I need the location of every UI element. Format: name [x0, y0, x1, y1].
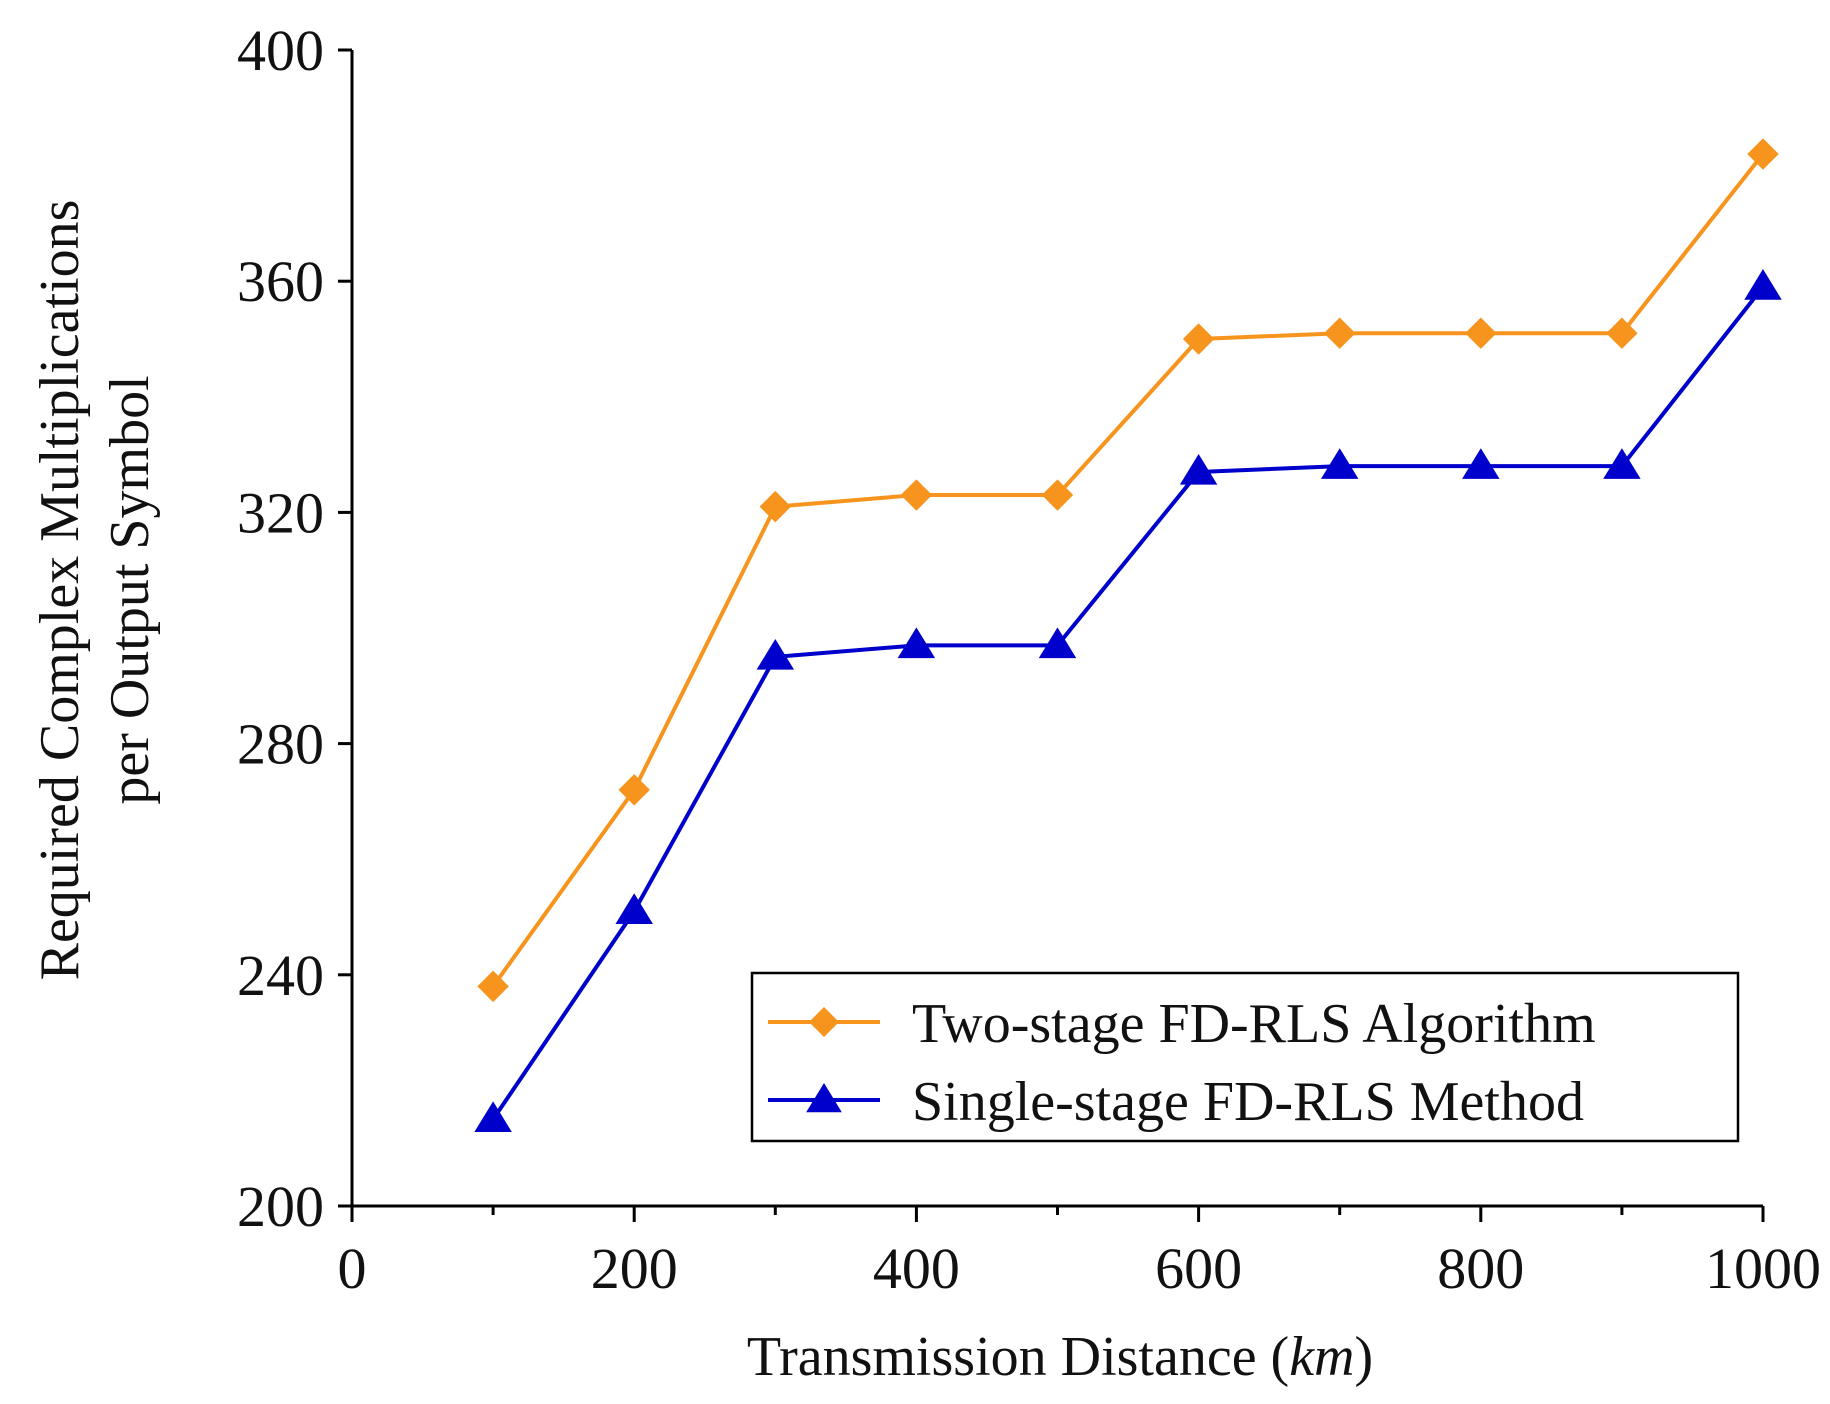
y-tick-label-240: 240 — [237, 943, 324, 1008]
x-ticks: 0 200 400 600 800 1000 — [338, 1206, 1821, 1301]
data-point-two-stage-200 — [618, 774, 650, 806]
data-point-single-stage-800 — [1462, 448, 1500, 479]
x-tick-label-1000: 1000 — [1705, 1236, 1821, 1301]
data-point-single-stage-700 — [1320, 448, 1359, 479]
x-axis-title-open-paren: ( — [1271, 1326, 1290, 1388]
x-tick-label-0: 0 — [338, 1236, 367, 1301]
y-tick-label-200: 200 — [237, 1174, 324, 1239]
data-point-single-stage-200 — [615, 893, 653, 924]
y-ticks: 200 240 280 320 360 400 — [237, 18, 352, 1239]
data-point-two-stage-800 — [1465, 317, 1497, 349]
x-axis-title-unit: km — [1289, 1326, 1354, 1388]
series-line-two-stage — [491, 152, 1765, 988]
data-point-two-stage-100 — [477, 970, 509, 1003]
legend-label-single-stage: Single-stage FD-RLS Method — [912, 1071, 1584, 1133]
data-point-single-stage-1000 — [1744, 269, 1782, 300]
data-point-single-stage-600 — [1179, 453, 1218, 485]
x-tick-label-800: 800 — [1437, 1236, 1524, 1301]
y-tick-label-280: 280 — [237, 712, 324, 777]
x-tick-label-200: 200 — [591, 1236, 678, 1301]
y-axis-title-line-2: per Output Symbol — [99, 375, 161, 804]
data-point-two-stage-600 — [1182, 323, 1215, 355]
x-axis-title: Transmission Distance (km) — [747, 1326, 1373, 1388]
data-point-two-stage-500 — [1041, 479, 1074, 511]
series-layer — [474, 138, 1782, 1133]
data-point-two-stage-300 — [759, 490, 792, 523]
data-point-two-stage-1000 — [1747, 138, 1779, 170]
legend-label-two-stage: Two-stage FD-RLS Algorithm — [912, 993, 1596, 1055]
data-point-single-stage-400 — [897, 627, 936, 659]
data-point-two-stage-400 — [900, 479, 933, 511]
data-point-single-stage-300 — [756, 638, 795, 670]
y-tick-label-360: 360 — [237, 249, 324, 314]
data-point-single-stage-500 — [1038, 627, 1077, 659]
y-tick-label-320: 320 — [237, 480, 324, 545]
legend-box — [750, 971, 1740, 1143]
y-axis-title-line-1: Required Complex Multiplications — [29, 200, 91, 981]
legend: Two-stage FD-RLS Algorithm Single-stage … — [750, 971, 1740, 1143]
y-tick-label-400: 400 — [237, 18, 324, 83]
legend-marker-single-stage — [806, 1083, 842, 1113]
x-axis-title-close-paren: ) — [1355, 1326, 1374, 1388]
data-point-single-stage-100 — [474, 1101, 512, 1133]
x-axis-title-text: Transmission Distance — [747, 1326, 1257, 1388]
x-tick-label-400: 400 — [873, 1236, 960, 1301]
data-point-single-stage-900 — [1603, 448, 1641, 479]
x-tick-label-600: 600 — [1155, 1236, 1242, 1301]
data-point-two-stage-700 — [1323, 317, 1356, 349]
legend-marker-two-stage — [809, 1007, 839, 1037]
data-point-two-stage-900 — [1606, 317, 1638, 349]
series-line-single-stage — [491, 285, 1765, 1121]
